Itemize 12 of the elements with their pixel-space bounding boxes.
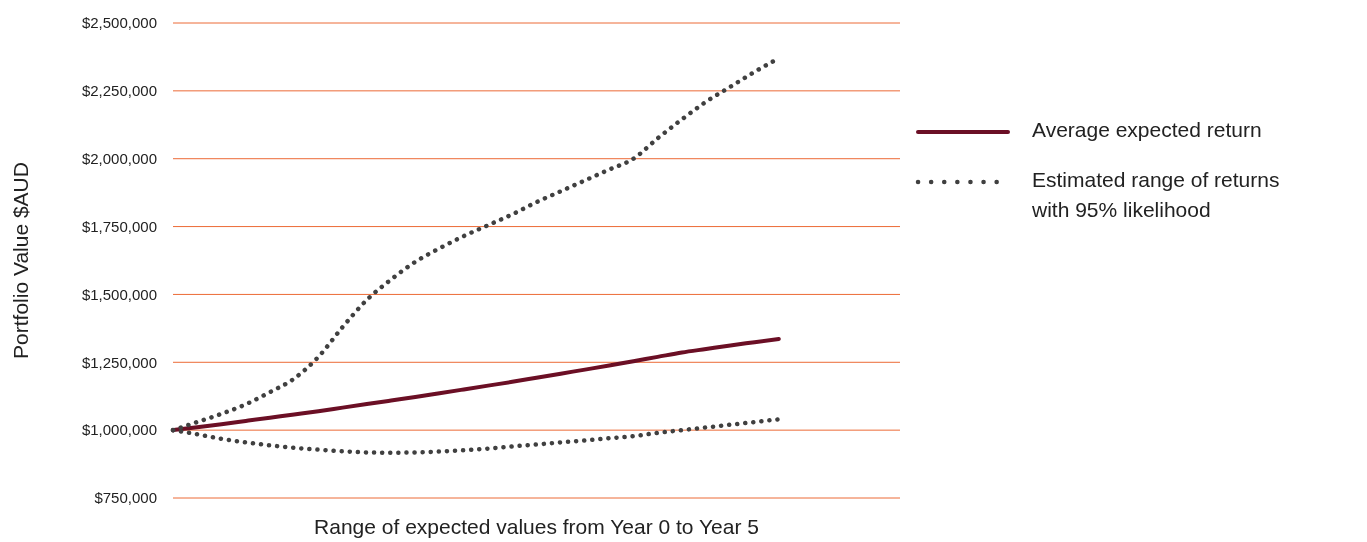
y-tick-label: $1,750,000: [81, 217, 157, 235]
x-axis-title: Range of expected values from Year 0 to Year 5: [314, 515, 759, 538]
legend-label: Average expected return: [1032, 118, 1262, 141]
y-tick-label: $1,250,000: [81, 353, 157, 371]
y-tick-label: $1,500,000: [81, 285, 157, 303]
y-tick-label: $1,000,000: [81, 421, 157, 439]
y-tick-label: $2,000,000: [81, 149, 157, 167]
y-axis-title: Portfolio Value $AUD: [9, 162, 32, 359]
legend-label: Estimated range of returns with 95% likelihood: [1031, 168, 1280, 221]
y-tick-label: $750,000: [94, 489, 157, 507]
y-tick-label: $2,250,000: [81, 82, 157, 100]
y-tick-label: $2,500,000: [81, 14, 157, 32]
